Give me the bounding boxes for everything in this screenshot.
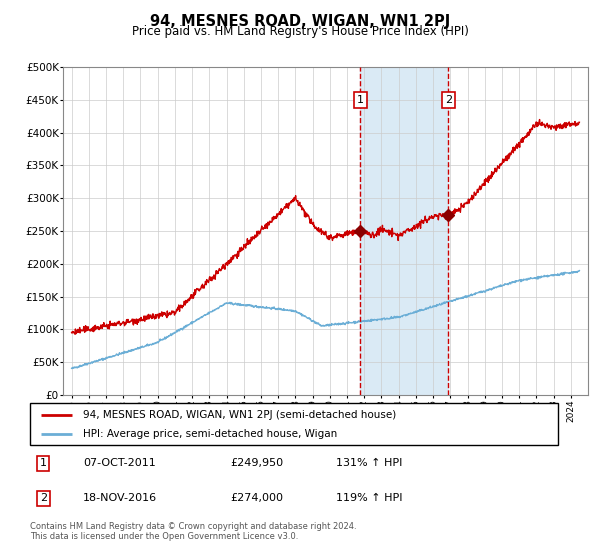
Text: £249,950: £249,950 — [230, 459, 284, 468]
Text: 119% ↑ HPI: 119% ↑ HPI — [336, 493, 403, 503]
Text: 07-OCT-2011: 07-OCT-2011 — [83, 459, 155, 468]
Text: 18-NOV-2016: 18-NOV-2016 — [83, 493, 157, 503]
Text: 1: 1 — [357, 95, 364, 105]
Text: Contains HM Land Registry data © Crown copyright and database right 2024.
This d: Contains HM Land Registry data © Crown c… — [30, 522, 356, 542]
Text: 94, MESNES ROAD, WIGAN, WN1 2PJ: 94, MESNES ROAD, WIGAN, WN1 2PJ — [150, 14, 450, 29]
Text: £274,000: £274,000 — [230, 493, 284, 503]
Bar — [360, 67, 448, 395]
Text: 1: 1 — [40, 459, 47, 468]
Text: 131% ↑ HPI: 131% ↑ HPI — [336, 459, 403, 468]
Text: HPI: Average price, semi-detached house, Wigan: HPI: Average price, semi-detached house,… — [83, 429, 337, 439]
Text: 94, MESNES ROAD, WIGAN, WN1 2PJ (semi-detached house): 94, MESNES ROAD, WIGAN, WN1 2PJ (semi-de… — [83, 409, 396, 419]
Text: 2: 2 — [445, 95, 452, 105]
Text: 2: 2 — [40, 493, 47, 503]
Text: Price paid vs. HM Land Registry's House Price Index (HPI): Price paid vs. HM Land Registry's House … — [131, 25, 469, 38]
FancyBboxPatch shape — [30, 403, 558, 445]
